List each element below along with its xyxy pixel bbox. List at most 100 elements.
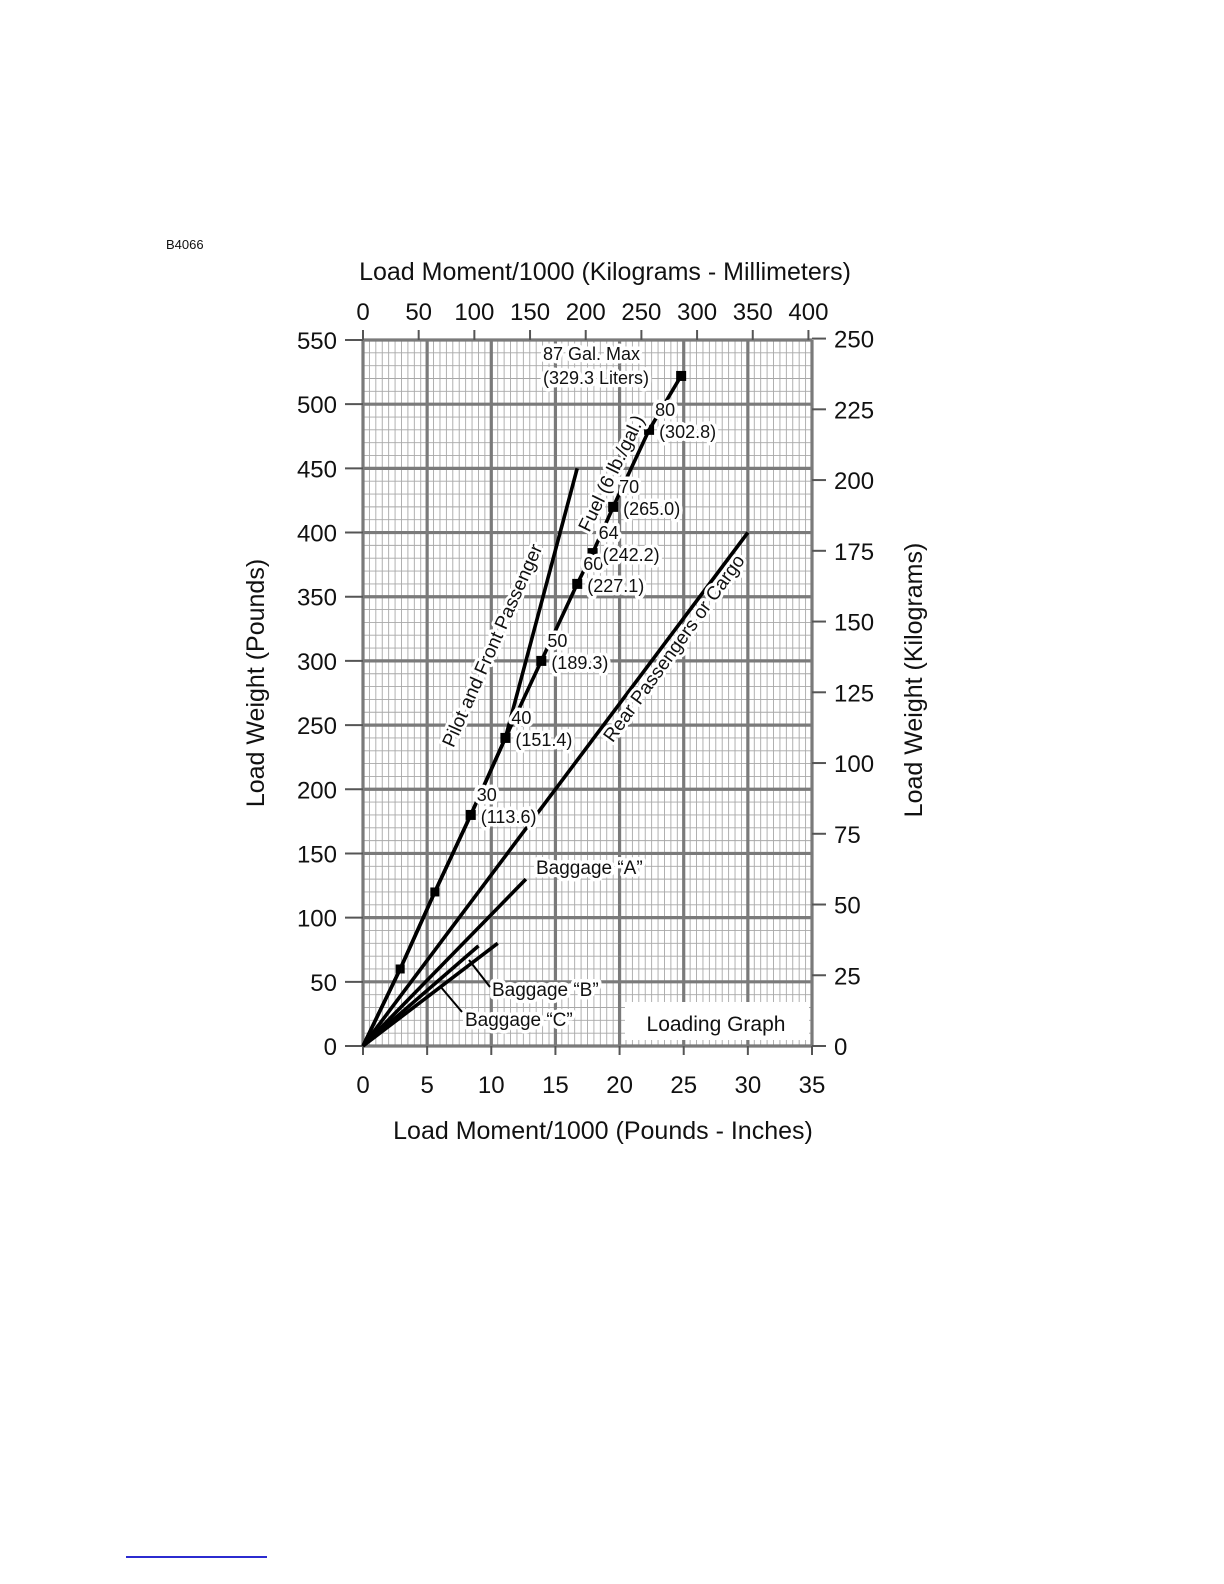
label-baggage-b-halo: Baggage “B” bbox=[492, 980, 599, 1001]
x2-tick-label: 400 bbox=[788, 299, 828, 326]
series-line-baggage-c bbox=[361, 941, 499, 1048]
fuel-liters-label: (242.2) bbox=[603, 545, 660, 565]
y-tick-label: 150 bbox=[297, 841, 337, 868]
chart-grid bbox=[361, 338, 814, 1048]
fuel-liters-label: (265.0) bbox=[623, 499, 680, 519]
x2-tick-label: 250 bbox=[621, 299, 661, 326]
loading-graph-inset-bg bbox=[625, 1002, 809, 1040]
fuel-gallons-label: 60 bbox=[583, 554, 603, 574]
y-tick-label: 200 bbox=[297, 777, 337, 804]
x-tick-label: 25 bbox=[670, 1072, 697, 1099]
fuel-liters-label-halo: (227.1) bbox=[587, 576, 644, 596]
fuel-gallons-label-halo: 87 Gal. Max bbox=[543, 344, 640, 364]
fuel-liters-label: (113.6) bbox=[481, 807, 537, 827]
x-tick-label: 30 bbox=[735, 1072, 762, 1099]
fuel-liters-label: (302.8) bbox=[659, 422, 716, 442]
label-baggage-b: Baggage “B” bbox=[492, 980, 599, 1001]
fuel-marker bbox=[500, 732, 511, 743]
y2-tick-label: 50 bbox=[834, 893, 861, 920]
fuel-gallons-label: 50 bbox=[547, 631, 567, 651]
fuel-liters-label-halo: (329.3 Liters) bbox=[543, 368, 649, 388]
label-baggage-c: Baggage “C” bbox=[465, 1010, 573, 1031]
y-tick-label: 400 bbox=[297, 521, 337, 548]
fuel-gallons-label-halo: 50 bbox=[547, 631, 567, 651]
bottom-axis-title: Load Moment/1000 (Pounds - Inches) bbox=[393, 1117, 813, 1145]
x-tick-label: 5 bbox=[420, 1072, 433, 1099]
fuel-liters-label-halo: (302.8) bbox=[659, 422, 716, 442]
fuel-liters-label: (329.3 Liters) bbox=[543, 368, 649, 388]
fuel-gallons-label-halo: 80 bbox=[655, 400, 675, 420]
x2-tick-label: 350 bbox=[733, 299, 773, 326]
fuel-liters-label-halo: (113.6) bbox=[481, 807, 537, 827]
fuel-gallons-label: 30 bbox=[477, 785, 497, 805]
series-group bbox=[361, 370, 750, 1048]
leader-baggage-b bbox=[468, 959, 491, 988]
fuel-liters-label-halo: (265.0) bbox=[623, 499, 680, 519]
x2-tick-label: 200 bbox=[566, 299, 606, 326]
fuel-gallons-label: 40 bbox=[511, 708, 531, 728]
fuel-marker bbox=[465, 809, 476, 820]
leader-baggage-c bbox=[439, 985, 463, 1013]
fuel-liters-label-halo: (242.2) bbox=[603, 545, 660, 565]
y-tick-label: 50 bbox=[310, 970, 337, 997]
y2-tick-label: 125 bbox=[834, 680, 874, 707]
fuel-marker bbox=[536, 655, 547, 666]
left-axis-title: Load Weight (Pounds) bbox=[242, 559, 270, 807]
y-tick-label: 550 bbox=[297, 328, 337, 355]
y2-tick-label: 75 bbox=[834, 822, 861, 849]
x-tick-label: 20 bbox=[606, 1072, 633, 1099]
x-tick-label: 15 bbox=[542, 1072, 569, 1099]
fuel-marker bbox=[587, 548, 598, 559]
y2-tick-label: 100 bbox=[834, 751, 874, 778]
y2-tick-label: 225 bbox=[834, 397, 874, 424]
y-tick-label: 500 bbox=[297, 392, 337, 419]
y-tick-label: 0 bbox=[324, 1034, 337, 1061]
series-line-rear-passengers-or-cargo bbox=[361, 531, 750, 1048]
fuel-liters-label: (151.4) bbox=[515, 730, 572, 750]
series-line-baggage-a bbox=[361, 877, 528, 1048]
fuel-gallons-label-halo: 40 bbox=[511, 708, 531, 728]
fuel-gallons-label-halo: 30 bbox=[477, 785, 497, 805]
y-tick-label: 350 bbox=[297, 585, 337, 612]
x2-tick-label: 150 bbox=[510, 299, 550, 326]
fuel-gallons-label: 80 bbox=[655, 400, 675, 420]
label-baggage-c-halo: Baggage “C” bbox=[465, 1010, 573, 1031]
fuel-marker bbox=[608, 501, 619, 512]
x2-tick-label: 50 bbox=[405, 299, 432, 326]
y2-tick-label: 150 bbox=[834, 610, 874, 637]
fuel-gallons-label-halo: 60 bbox=[583, 554, 603, 574]
fuel-gallons-label: 87 Gal. Max bbox=[543, 344, 640, 364]
y2-tick-label: 0 bbox=[834, 1034, 847, 1061]
fuel-liters-label-halo: (189.3) bbox=[551, 653, 608, 673]
axis-ticks: 0 5 10 15 20 25 30 3505010015020025030035040045… bbox=[297, 299, 874, 1099]
fuel-liters-label: (189.3) bbox=[551, 653, 608, 673]
fuel-gallons-label: 70 bbox=[619, 477, 639, 497]
x2-tick-label: 100 bbox=[454, 299, 494, 326]
fuel-liters-label: (227.1) bbox=[587, 576, 644, 596]
fuel-gallons-label-halo: 64 bbox=[599, 523, 619, 543]
y-tick-label: 300 bbox=[297, 649, 337, 676]
y-tick-label: 450 bbox=[297, 456, 337, 483]
pilot-marker bbox=[430, 887, 440, 897]
footer-rule bbox=[126, 1556, 267, 1558]
y2-tick-label: 200 bbox=[834, 468, 874, 495]
label-baggage-a: Baggage “A” bbox=[536, 858, 643, 879]
x-tick-label: 35 bbox=[799, 1072, 826, 1099]
right-axis-title: Load Weight (Kilograms) bbox=[900, 543, 928, 818]
y-tick-label: 250 bbox=[297, 713, 337, 740]
x2-tick-label: 0 bbox=[356, 299, 369, 326]
x-tick-label: 10 bbox=[478, 1072, 505, 1099]
fuel-gallons-label-halo: 70 bbox=[619, 477, 639, 497]
fuel-marker bbox=[644, 424, 655, 435]
y2-tick-label: 175 bbox=[834, 539, 874, 566]
y2-tick-label: 25 bbox=[834, 963, 861, 990]
y2-tick-label: 250 bbox=[834, 327, 874, 354]
y-tick-label: 100 bbox=[297, 906, 337, 933]
fuel-marker bbox=[676, 370, 687, 381]
fuel-gallons-label: 64 bbox=[599, 523, 619, 543]
fuel-marker bbox=[572, 578, 583, 589]
figure-id-label: B4066 bbox=[166, 237, 204, 252]
label-baggage-a-halo: Baggage “A” bbox=[536, 858, 643, 879]
pilot-marker bbox=[395, 964, 405, 974]
x-tick-label: 0 bbox=[356, 1072, 369, 1099]
